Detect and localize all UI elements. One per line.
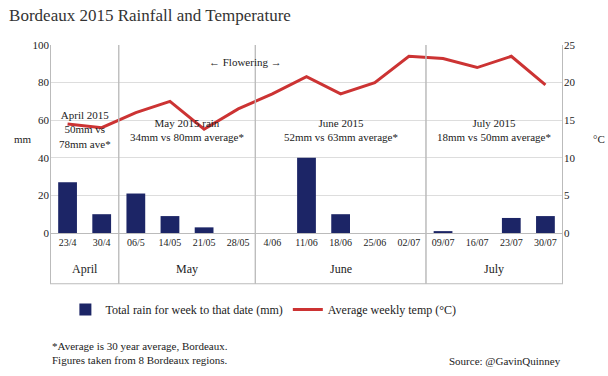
svg-text:20: 20	[564, 76, 576, 88]
svg-text:10: 10	[564, 152, 576, 164]
svg-text:100: 100	[33, 39, 50, 51]
svg-text:15: 15	[564, 114, 576, 126]
svg-text:80: 80	[38, 76, 50, 88]
svg-text:0: 0	[44, 227, 50, 239]
svg-text:14/05: 14/05	[159, 237, 182, 248]
svg-text:30/4: 30/4	[93, 237, 111, 248]
svg-text:18/06: 18/06	[329, 237, 352, 248]
svg-text:25/06: 25/06	[363, 237, 386, 248]
svg-text:23/07: 23/07	[500, 237, 523, 248]
svg-text:°C: °C	[593, 133, 605, 145]
svg-text:40: 40	[38, 152, 50, 164]
svg-text:Source: @GavinQuinney: Source: @GavinQuinney	[449, 355, 561, 367]
svg-text:06/5: 06/5	[127, 237, 145, 248]
svg-text:*Average is 30 year average, B: *Average is 30 year average, Bordeaux.Fi…	[52, 340, 228, 366]
svg-text:25: 25	[564, 39, 576, 51]
svg-text:May 2015 rain34mm vs 80mm aver: May 2015 rain34mm vs 80mm average*	[130, 117, 244, 143]
svg-text:11/06: 11/06	[295, 237, 317, 248]
svg-text:02/07: 02/07	[398, 237, 421, 248]
svg-text:← Flowering →: ← Flowering →	[209, 56, 282, 68]
svg-text:Average weekly temp (°C): Average weekly temp (°C)	[328, 303, 456, 317]
svg-text:09/07: 09/07	[432, 237, 455, 248]
svg-text:21/05: 21/05	[193, 237, 216, 248]
svg-text:mm: mm	[14, 133, 32, 145]
svg-text:April: April	[72, 262, 98, 276]
svg-text:0: 0	[564, 227, 570, 239]
svg-text:30/07: 30/07	[534, 237, 557, 248]
svg-text:28/05: 28/05	[227, 237, 250, 248]
svg-text:July: July	[484, 262, 504, 276]
svg-text:60: 60	[38, 114, 50, 126]
svg-text:Total rain for week to that da: Total rain for week to that date (mm)	[105, 303, 282, 317]
svg-text:20: 20	[38, 189, 50, 201]
svg-text:23/4: 23/4	[59, 237, 77, 248]
svg-text:Bordeaux 2015 Rainfall and Tem: Bordeaux 2015 Rainfall and Temperature	[9, 6, 291, 25]
svg-text:June 201552mm vs 63mm average*: June 201552mm vs 63mm average*	[284, 117, 398, 143]
svg-text:16/07: 16/07	[466, 237, 489, 248]
svg-text:April 201550mm vs78mm ave*: April 201550mm vs78mm ave*	[59, 109, 111, 150]
svg-text:May: May	[176, 262, 198, 276]
svg-text:July 201518mm vs 50mm average*: July 201518mm vs 50mm average*	[437, 117, 551, 143]
svg-text:June: June	[330, 262, 352, 276]
svg-text:5: 5	[564, 189, 570, 201]
svg-text:4/06: 4/06	[263, 237, 281, 248]
